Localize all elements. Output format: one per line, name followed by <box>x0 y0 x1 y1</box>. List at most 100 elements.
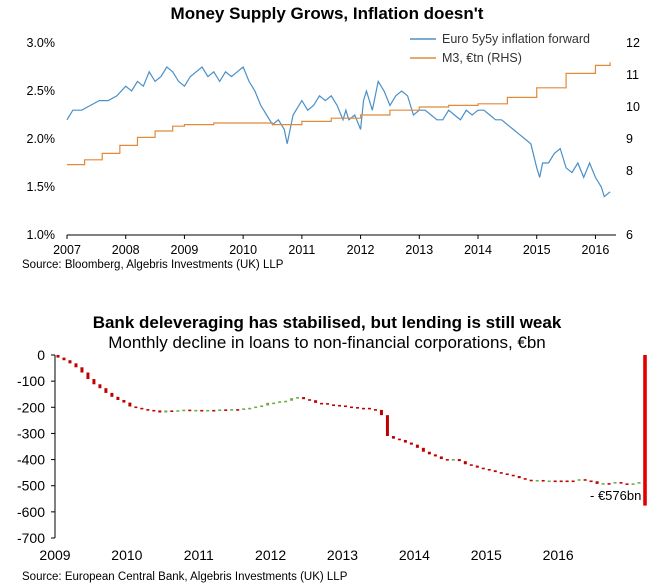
chart2-bar <box>236 409 240 411</box>
chart2-bar <box>80 367 84 373</box>
chart1-x-tick-label: 2016 <box>582 243 610 257</box>
chart2-x-tick-label: 2009 <box>39 547 70 563</box>
chart2-bar <box>475 465 479 468</box>
chart2-bar <box>206 409 210 412</box>
chart2-bar <box>128 402 132 407</box>
chart1-legend-label: M3, €tn (RHS) <box>442 51 522 65</box>
chart2-bar <box>505 473 509 476</box>
chart2-bar <box>457 459 461 462</box>
chart1-x-tick-label: 2011 <box>288 243 315 257</box>
chart2-bar <box>631 483 635 485</box>
chart2-bar <box>200 409 204 412</box>
chart2-x-tick-label: 2012 <box>255 547 286 563</box>
chart1-plot: 2007 2008 2009 2010 2011 2012 2013 2014 2015 2016… <box>27 32 640 257</box>
chart2-bar <box>619 482 623 484</box>
chart1-y-right-tick-label: 8 <box>626 164 633 178</box>
chart2-bar <box>613 482 617 484</box>
chart2-bar <box>595 481 599 484</box>
chart2-bar <box>433 454 437 457</box>
chart1-x-tick-label: 2010 <box>229 243 257 257</box>
chart2-title: Bank deleveraging has stabilised, but le… <box>92 313 562 332</box>
chart2-bar <box>607 483 611 485</box>
chart1-legend-label: Euro 5y5y inflation forward <box>442 32 590 46</box>
chart2-bar <box>92 379 96 385</box>
chart1-y-right-tick-label: 10 <box>626 100 640 114</box>
chart2-bar <box>218 409 222 411</box>
chart2-bar <box>278 401 282 403</box>
chart1-x-tick-label: 2007 <box>53 243 81 257</box>
chart1-series-line <box>67 62 611 166</box>
chart2-bar <box>116 396 120 400</box>
chart2-bar <box>421 447 425 452</box>
chart2-bar <box>248 407 252 410</box>
chart2-bar <box>332 404 336 407</box>
chart2-bar <box>403 439 407 443</box>
chart2-bar <box>379 409 383 416</box>
chart2-bar <box>230 409 234 411</box>
chart1-series-line <box>66 66 611 198</box>
chart2-bar <box>427 451 431 455</box>
chart2-bar <box>182 409 186 412</box>
chart2-bar <box>140 407 144 410</box>
chart2-bar <box>134 406 138 409</box>
chart2-bar <box>415 444 419 448</box>
chart2-bar <box>152 409 156 412</box>
chart2-y-tick-label: -500 <box>17 478 45 494</box>
chart2-bar <box>284 400 288 403</box>
chart2-y-tick-label: -200 <box>17 399 45 415</box>
chart2-x-tick-label: 2016 <box>543 547 574 563</box>
chart2-bar <box>344 405 348 408</box>
chart2-bar <box>451 459 455 461</box>
chart2-bar <box>56 355 60 358</box>
chart2-bar <box>110 392 114 397</box>
chart2-bar <box>98 384 102 389</box>
chart2-bar <box>559 480 563 483</box>
chart2-bar <box>302 397 306 400</box>
chart2-bar <box>391 436 395 439</box>
chart2-bar <box>463 461 467 465</box>
chart2-bar <box>212 409 216 412</box>
chart2-bar <box>242 408 246 410</box>
chart2-bar <box>439 456 443 460</box>
chart1-x-tick-label: 2013 <box>405 243 433 257</box>
chart2-bar <box>164 410 168 413</box>
chart1-y-right-tick-label: 9 <box>626 132 633 146</box>
chart2-bar <box>367 407 371 410</box>
chart2-subtitle: Monthly decline in loans to non-financia… <box>108 333 546 352</box>
chart2-bar <box>583 479 587 481</box>
chart1-x-tick-label: 2008 <box>112 243 140 257</box>
chart2-bar <box>445 459 449 461</box>
chart2-bar <box>397 438 401 441</box>
chart1-y-left-tick-label: 1.0% <box>27 228 56 242</box>
chart2-bar <box>541 479 545 482</box>
chart2-bar <box>493 470 497 473</box>
chart1-x-tick-label: 2012 <box>347 243 375 257</box>
chart2-bar <box>146 409 150 411</box>
chart1-y-left-tick-label: 2.0% <box>27 132 56 146</box>
chart2-bar <box>188 409 192 412</box>
chart2-bar <box>326 403 330 405</box>
chart2-bar <box>296 397 300 399</box>
chart2-bar <box>373 409 377 411</box>
chart2-bar <box>350 406 353 409</box>
chart2-bar <box>176 410 180 412</box>
chart1-source: Source: Bloomberg, Algebris Investments … <box>22 259 284 271</box>
chart2-x-tick-label: 2011 <box>184 547 214 563</box>
chart2-bar <box>86 372 90 380</box>
chart2-y-tick-label: -100 <box>17 373 45 389</box>
chart2-bar <box>535 479 539 482</box>
chart1-y-right-tick-label: 6 <box>626 228 633 242</box>
chart2-total-annotation: - €576bn <box>590 488 641 503</box>
chart1-y-right-tick-label: 12 <box>626 36 640 50</box>
chart1-x-tick-label: 2014 <box>464 243 492 257</box>
chart2-bar <box>104 388 108 393</box>
chart2-bar <box>272 402 276 405</box>
chart2-bar <box>254 406 258 409</box>
chart1-y-left-tick-label: 2.5% <box>27 84 56 98</box>
chart2-bar <box>68 360 72 364</box>
chart2-bar <box>62 357 66 361</box>
chart2-bar <box>338 404 342 407</box>
chart2-y-tick-label: -600 <box>17 504 45 520</box>
chart2-bar <box>320 402 324 405</box>
chart2-bar <box>529 479 533 482</box>
